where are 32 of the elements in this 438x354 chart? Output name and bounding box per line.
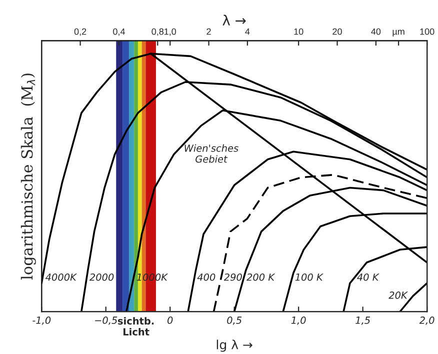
annotation: Wien'sches Gebiet bbox=[184, 144, 238, 163]
x-axis-title: lg λ → bbox=[216, 340, 252, 352]
series-label: 400 bbox=[197, 273, 216, 281]
x2-tick-label: 0,4 bbox=[113, 28, 125, 36]
x2-axis-title: λ → bbox=[222, 14, 246, 26]
x2-tick-label: 0,2 bbox=[74, 28, 86, 36]
x2-tick-label: 40 bbox=[371, 28, 381, 35]
series-label: 40 K bbox=[357, 273, 380, 281]
x-tick-label: 0 bbox=[167, 316, 173, 324]
series-label: 290 bbox=[224, 273, 242, 281]
x2-tick-label: 2 bbox=[206, 28, 211, 35]
x-tick-label: 2,0 bbox=[419, 316, 434, 325]
x2-tick-label: 1,0 bbox=[164, 28, 176, 36]
series-label: 100 K bbox=[295, 273, 324, 281]
x-tick-label: -1,0 bbox=[32, 316, 51, 325]
series-label: 20K bbox=[388, 292, 408, 299]
x2-tick-label: 10 bbox=[294, 28, 304, 35]
band-label: sichtb. Licht bbox=[118, 317, 154, 336]
x-tick-label: 1,5 bbox=[356, 316, 370, 325]
x2-tick-label: 4 bbox=[245, 28, 250, 35]
x2-tick-label: 0,8 bbox=[152, 28, 164, 36]
y-axis-title: logarithmische Skala (M$_{λ}$) bbox=[20, 74, 36, 280]
series-label: 1000K bbox=[136, 273, 168, 281]
x2-tick-label: 100 bbox=[420, 28, 434, 35]
series-label: 4000K bbox=[45, 273, 78, 281]
x-tick-label: 1,0 bbox=[291, 316, 306, 325]
x-tick-label: −0,5 bbox=[95, 316, 118, 325]
series-label: 2000 bbox=[89, 273, 114, 281]
x-tick-label: 0,5 bbox=[227, 316, 242, 325]
x2-tick-label: µm bbox=[392, 30, 404, 37]
series-label: 200 K bbox=[246, 273, 276, 281]
x2-tick-label: 20 bbox=[332, 28, 342, 35]
